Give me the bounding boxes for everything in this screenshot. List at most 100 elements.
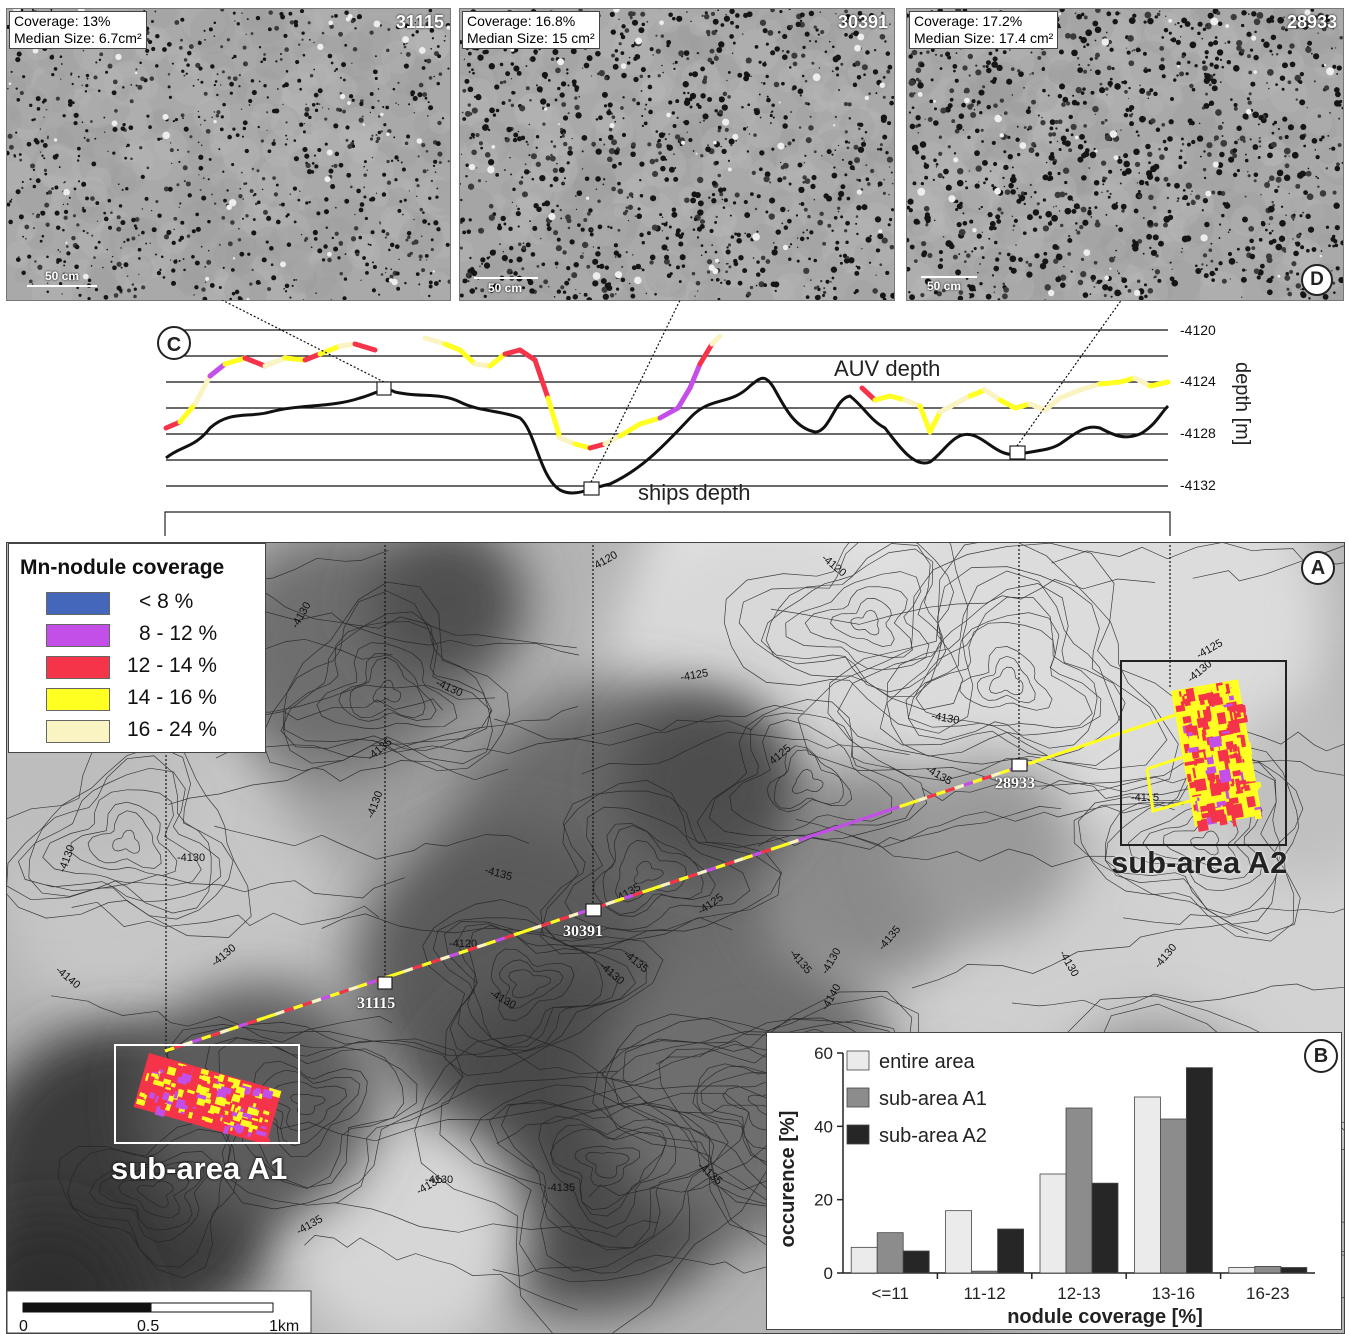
nodule-dot	[1308, 297, 1311, 300]
auv-depth-segment	[697, 341, 715, 367]
sediment-blotch	[694, 54, 741, 100]
nodule-dot	[267, 286, 272, 292]
nodule-dot	[521, 267, 525, 271]
sediment-blotch	[25, 221, 54, 250]
nodule-dot	[1300, 291, 1306, 297]
nodule-dot	[289, 296, 292, 299]
nodule-dot	[945, 184, 952, 191]
mosaic-a1-patch	[235, 1129, 242, 1134]
contour-line	[796, 819, 1125, 868]
nodule-dot	[1137, 190, 1141, 194]
nodule-dot	[312, 229, 318, 236]
nodule-dot	[1156, 12, 1161, 17]
nodule-dot	[1306, 45, 1309, 48]
nodule-dot	[1128, 104, 1135, 111]
legend-item: 8 - 12 %	[9, 622, 265, 648]
nodule-dot	[647, 142, 652, 147]
nodule-dot	[771, 103, 775, 108]
sediment-blotch	[420, 271, 450, 300]
nodule-dot	[830, 266, 838, 273]
nodule-dot	[1202, 65, 1208, 72]
nodule-dot	[636, 101, 641, 106]
track-segment	[164, 1046, 175, 1053]
nodule-dot	[484, 152, 491, 158]
bright-speck	[878, 229, 883, 234]
nodule-dot	[1282, 116, 1288, 122]
nodule-dot	[377, 130, 382, 135]
nodule-dot	[834, 115, 838, 118]
bright-speck	[856, 189, 863, 195]
nodule-dot	[1283, 16, 1285, 18]
photo-scale-bar	[921, 276, 977, 278]
bright-speck	[613, 9, 620, 13]
nodule-dot	[1079, 133, 1085, 140]
sediment-blotch	[107, 210, 131, 234]
nodule-dot	[35, 96, 41, 102]
nodule-dot	[180, 113, 185, 118]
nodule-dot	[558, 167, 565, 174]
sediment-blotch	[1144, 95, 1165, 116]
contour-ring	[99, 1160, 205, 1231]
nodule-dot	[608, 127, 613, 132]
nodule-dot	[302, 53, 306, 57]
mosaic-a2-patch	[1248, 781, 1262, 790]
nodule-dot	[1205, 92, 1208, 96]
sediment-blotch	[703, 225, 727, 248]
nodule-dot	[366, 169, 369, 172]
nodule-dot	[622, 96, 625, 99]
nodule-dot	[360, 279, 362, 281]
nodule-dot	[781, 54, 788, 61]
bright-speck	[115, 53, 122, 61]
track-segment	[540, 921, 552, 928]
mosaic-a2-patch	[1232, 709, 1238, 723]
nodule-dot	[1271, 53, 1274, 56]
mosaic-a2-patch	[1234, 778, 1242, 792]
sediment-blotch	[75, 88, 92, 105]
contour-ring	[89, 1151, 213, 1243]
nodule-dot	[1236, 247, 1240, 251]
nodule-dot	[1154, 15, 1158, 19]
nodule-dot	[377, 99, 380, 102]
nodule-dot	[1283, 174, 1291, 182]
sediment-blotch	[597, 246, 617, 266]
nodule-dot	[255, 279, 261, 285]
nodule-dot	[911, 49, 918, 56]
nodule-dot	[860, 141, 867, 147]
nodule-dot	[1070, 133, 1074, 137]
nodule-dot	[707, 33, 711, 37]
nodule-dot	[758, 93, 761, 96]
nodule-dot	[363, 186, 366, 189]
nodule-dot	[981, 256, 985, 259]
sediment-blotch	[907, 261, 936, 300]
nodule-dot	[799, 236, 805, 242]
nodule-dot	[1132, 240, 1139, 247]
nodule-dot	[397, 81, 400, 85]
nodule-dot	[945, 51, 951, 57]
nodule-dot	[404, 141, 409, 146]
bright-speck	[957, 287, 960, 290]
mosaic-a1-patch	[255, 1129, 267, 1137]
nodule-dot	[1280, 205, 1284, 208]
nodule-dot	[714, 220, 718, 224]
nodule-dot	[718, 41, 725, 48]
nodule-dot	[1089, 293, 1092, 295]
mosaic-a2-patch	[1205, 749, 1212, 758]
nodule-dot	[991, 79, 997, 84]
nodule-dot	[875, 274, 877, 276]
nodule-dot	[1245, 153, 1247, 156]
nodule-dot	[545, 155, 551, 161]
nodule-dot	[973, 289, 977, 292]
nodule-dot	[1219, 58, 1223, 61]
nodule-dot	[531, 177, 535, 181]
nodule-dot	[935, 166, 938, 168]
nodule-dot	[1075, 229, 1078, 232]
nodule-dot	[467, 86, 474, 93]
bright-speck	[326, 149, 333, 156]
nodule-dot	[928, 287, 933, 291]
nodule-dot	[1242, 216, 1248, 223]
nodule-dot	[826, 195, 833, 202]
nodule-dot	[305, 201, 309, 205]
nodule-dot	[909, 92, 915, 98]
mosaic-a1-patch	[235, 1086, 246, 1095]
nodule-dot	[389, 274, 394, 279]
